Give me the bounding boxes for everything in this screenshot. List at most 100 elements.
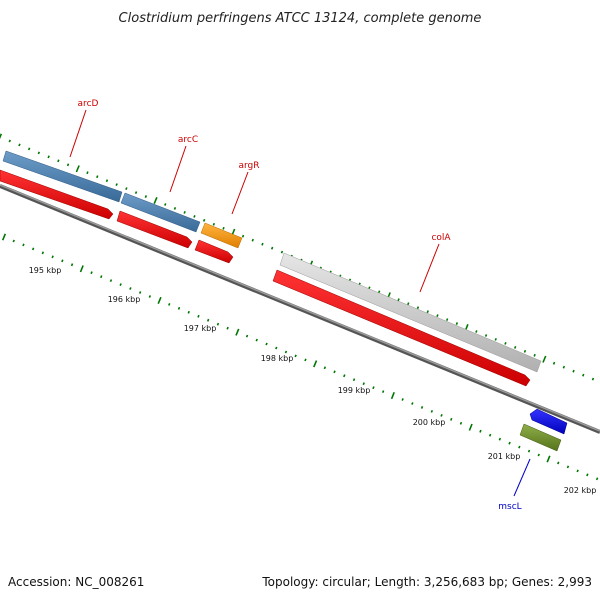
major-tick-mark bbox=[75, 165, 80, 173]
major-tick-mark bbox=[157, 296, 162, 305]
major-tick-mark bbox=[235, 328, 240, 336]
minor-tick-mark bbox=[270, 246, 274, 250]
minor-tick-mark bbox=[41, 251, 45, 255]
gene-label-arcD[interactable]: arcD bbox=[78, 99, 99, 109]
arcC-leader-line bbox=[169, 145, 187, 193]
minor-tick-mark bbox=[22, 243, 25, 247]
minor-tick-mark bbox=[173, 207, 177, 210]
minor-tick-mark bbox=[202, 218, 206, 222]
colA-leader-line bbox=[419, 243, 440, 293]
minor-tick-mark bbox=[508, 441, 511, 445]
tick-label: 197 kbp bbox=[184, 324, 217, 333]
minor-tick-mark bbox=[216, 322, 220, 326]
minor-tick-mark bbox=[66, 163, 70, 167]
argR-cog-box[interactable] bbox=[200, 222, 243, 249]
minor-tick-mark bbox=[212, 222, 216, 226]
minor-tick-mark bbox=[533, 353, 536, 357]
major-tick-mark bbox=[79, 265, 84, 273]
minor-tick-mark bbox=[401, 398, 404, 401]
minor-tick-mark bbox=[177, 306, 181, 310]
minor-tick-mark bbox=[294, 354, 297, 358]
minor-tick-mark bbox=[445, 318, 449, 322]
minor-tick-mark bbox=[407, 302, 410, 306]
summary-text: Topology: circular; Length: 3,256,683 bp… bbox=[261, 575, 592, 589]
arcC-cog-box[interactable] bbox=[120, 192, 201, 233]
minor-tick-mark bbox=[411, 402, 414, 405]
minor-tick-mark bbox=[440, 413, 443, 417]
arcC-cds-arrow[interactable] bbox=[116, 210, 193, 249]
minor-tick-mark bbox=[8, 139, 11, 143]
major-tick-mark bbox=[153, 196, 158, 205]
minor-tick-mark bbox=[479, 429, 482, 433]
mscL-cds-arrow[interactable] bbox=[529, 408, 568, 435]
gene-label-argR[interactable]: argR bbox=[238, 161, 259, 171]
minor-tick-mark bbox=[475, 330, 478, 333]
gene-label-mscL[interactable]: mscL bbox=[498, 502, 521, 512]
minor-tick-mark bbox=[426, 310, 429, 314]
minor-tick-mark bbox=[245, 334, 249, 338]
minor-tick-mark bbox=[57, 159, 60, 163]
gene-label-arcC[interactable]: arcC bbox=[178, 135, 198, 145]
minor-tick-mark bbox=[304, 358, 307, 362]
minor-tick-mark bbox=[51, 255, 54, 259]
minor-tick-mark bbox=[255, 338, 258, 342]
minor-tick-mark bbox=[129, 287, 132, 290]
minor-tick-mark bbox=[265, 342, 268, 346]
minor-tick-mark bbox=[31, 247, 35, 251]
minor-tick-mark bbox=[241, 234, 245, 238]
minor-tick-mark bbox=[90, 271, 93, 275]
minor-tick-mark bbox=[420, 406, 424, 409]
minor-tick-mark bbox=[586, 473, 589, 477]
tick-label: 198 kbp bbox=[261, 354, 294, 363]
minor-tick-mark bbox=[70, 263, 74, 267]
major-tick-mark bbox=[313, 360, 318, 368]
major-tick-mark bbox=[542, 355, 547, 363]
gene-label-colA[interactable]: colA bbox=[431, 233, 451, 243]
minor-tick-mark bbox=[450, 417, 453, 421]
map-title: Clostridium perfringens ATCC 13124, comp… bbox=[119, 11, 482, 26]
minor-tick-mark bbox=[18, 143, 21, 147]
minor-tick-mark bbox=[566, 465, 570, 469]
minor-tick-mark bbox=[523, 349, 527, 353]
minor-tick-mark bbox=[125, 187, 128, 191]
minor-tick-mark bbox=[333, 370, 336, 374]
major-tick-mark bbox=[1, 233, 7, 241]
argR-leader-line bbox=[231, 171, 249, 215]
minor-tick-mark bbox=[47, 155, 50, 159]
arcD-leader-line bbox=[69, 109, 87, 158]
minor-tick-mark bbox=[109, 279, 113, 283]
arcD-cds-arrow[interactable] bbox=[0, 169, 114, 220]
minor-tick-mark bbox=[222, 226, 225, 230]
colA-cog-box[interactable] bbox=[279, 252, 542, 373]
minor-tick-mark bbox=[557, 461, 560, 465]
minor-tick-mark bbox=[61, 259, 64, 263]
minor-tick-mark bbox=[134, 191, 138, 195]
minor-tick-mark bbox=[372, 386, 375, 390]
tick-label: 202 kbp bbox=[564, 486, 597, 495]
colA-cds-arrow[interactable] bbox=[272, 269, 531, 387]
minor-tick-mark bbox=[362, 382, 365, 386]
minor-tick-mark bbox=[459, 421, 463, 425]
minor-tick-mark bbox=[582, 373, 585, 377]
tick-label: 195 kbp bbox=[29, 266, 62, 275]
major-tick-mark bbox=[0, 133, 3, 140]
minor-tick-mark bbox=[187, 310, 190, 314]
arcD-cog-box[interactable] bbox=[2, 150, 123, 203]
major-tick-mark bbox=[546, 455, 551, 463]
minor-tick-mark bbox=[261, 242, 264, 246]
minor-tick-mark bbox=[572, 369, 575, 373]
minor-tick-mark bbox=[323, 366, 327, 370]
minor-tick-mark bbox=[284, 350, 288, 354]
minor-tick-mark bbox=[119, 283, 122, 287]
minor-tick-mark bbox=[96, 175, 99, 179]
minor-tick-mark bbox=[138, 291, 142, 294]
mscL-cog-box[interactable] bbox=[519, 423, 562, 452]
minor-tick-mark bbox=[343, 374, 346, 378]
minor-tick-mark bbox=[498, 437, 502, 441]
tick-label: 196 kbp bbox=[108, 295, 141, 304]
argR-cds-arrow[interactable] bbox=[194, 239, 234, 264]
minor-tick-mark bbox=[455, 322, 459, 325]
minor-tick-mark bbox=[206, 318, 210, 322]
minor-tick-mark bbox=[352, 378, 356, 382]
minor-tick-mark bbox=[37, 151, 41, 155]
